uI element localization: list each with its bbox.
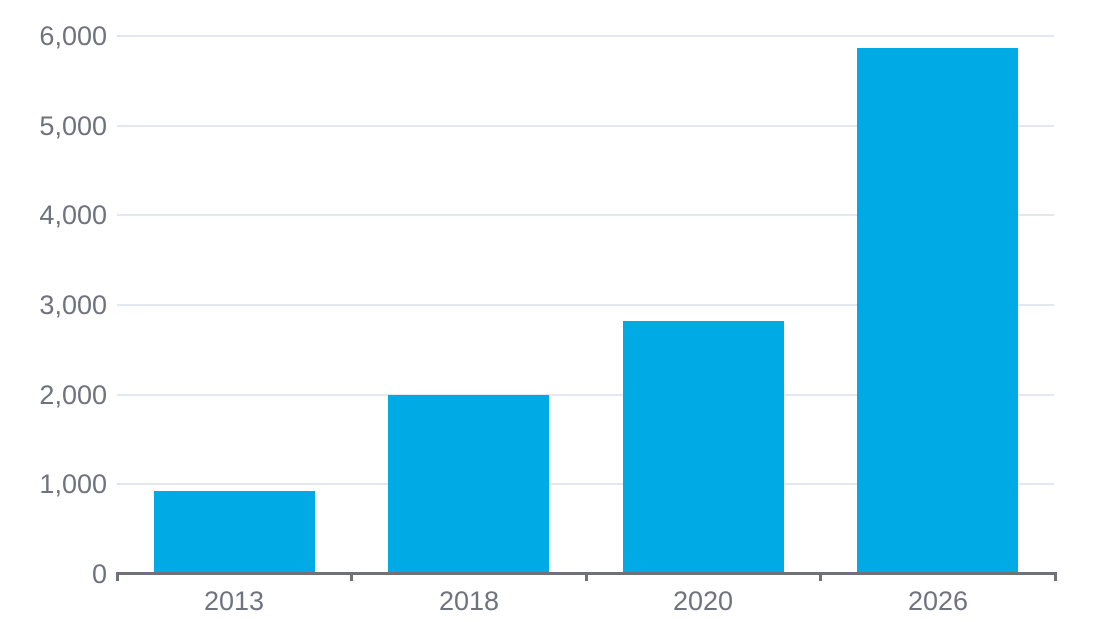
y-gridline bbox=[117, 214, 1054, 217]
y-gridline bbox=[117, 483, 1054, 486]
x-tick-label: 2018 bbox=[438, 586, 500, 616]
x-tick-label: 2020 bbox=[672, 586, 734, 616]
y-gridline bbox=[117, 124, 1054, 127]
y-gridline bbox=[117, 393, 1054, 396]
bar-2018 bbox=[388, 395, 549, 574]
x-axis-tick bbox=[819, 572, 822, 581]
bar-2020 bbox=[623, 321, 784, 574]
y-gridline bbox=[117, 35, 1054, 37]
y-tick-label: 4,000 bbox=[39, 200, 107, 231]
x-axis-tick bbox=[116, 572, 119, 581]
y-tick-label: 3,000 bbox=[39, 290, 107, 320]
bar-2026 bbox=[857, 48, 1018, 574]
y-tick-label: 2,000 bbox=[39, 379, 107, 410]
y-gridline bbox=[117, 304, 1054, 306]
bar-2013 bbox=[154, 491, 315, 574]
x-axis-tick bbox=[350, 572, 353, 581]
y-tick-label: 0 bbox=[91, 559, 107, 589]
x-tick-label: 2013 bbox=[203, 586, 265, 616]
y-tick-label: 5,000 bbox=[39, 110, 107, 141]
x-axis-tick bbox=[1054, 572, 1057, 581]
x-axis-tick bbox=[585, 572, 588, 581]
x-tick-label: 2026 bbox=[907, 586, 969, 616]
y-tick-label: 1,000 bbox=[39, 469, 107, 500]
y-tick-label: 6,000 bbox=[39, 21, 107, 51]
